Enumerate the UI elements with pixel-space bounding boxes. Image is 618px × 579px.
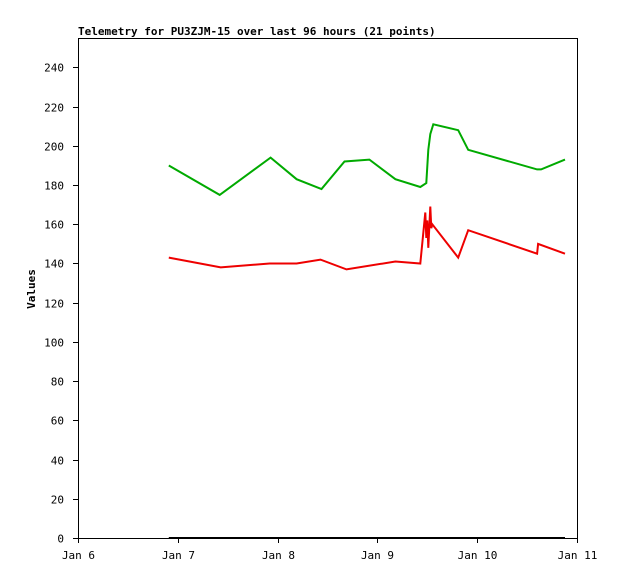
y-tick-label: 240 <box>44 62 64 75</box>
y-tick-label: 80 <box>51 376 64 389</box>
y-tick-label: 180 <box>44 180 64 193</box>
y-axis: 0 20 40 60 80 100 120 140 160 180 200 220 240 <box>44 62 78 546</box>
series-lines <box>168 123 566 539</box>
x-tick-label: Jan 6 <box>62 549 95 562</box>
y-tick-label: 20 <box>51 494 64 507</box>
plot-area <box>78 38 578 539</box>
x-axis: Jan 6 Jan 7 Jan 8 Jan 9 Jan 10 Jan 11 <box>62 538 597 562</box>
y-axis-label: Values <box>25 269 38 309</box>
y-tick-label: 120 <box>44 298 64 311</box>
y-tick-label: 160 <box>44 219 64 232</box>
x-tick-label: Jan 8 <box>262 549 295 562</box>
y-tick-label: 0 <box>57 533 64 546</box>
x-tick-label: Jan 9 <box>361 549 394 562</box>
x-tick-label: Jan 11 <box>558 549 598 562</box>
x-tick-label: Jan 7 <box>162 549 195 562</box>
y-tick-label: 200 <box>44 141 64 154</box>
series-line-1 <box>168 206 566 271</box>
y-tick-label: 60 <box>51 415 64 428</box>
y-tick-label: 140 <box>44 258 64 271</box>
y-tick-label: 220 <box>44 102 64 115</box>
x-tick-label: Jan 10 <box>458 549 498 562</box>
y-tick-label: 40 <box>51 455 64 468</box>
chart-title: Telemetry for PU3ZJM-15 over last 96 hou… <box>78 25 436 38</box>
y-tick-label: 100 <box>44 337 64 350</box>
series-line-0 <box>168 123 566 197</box>
